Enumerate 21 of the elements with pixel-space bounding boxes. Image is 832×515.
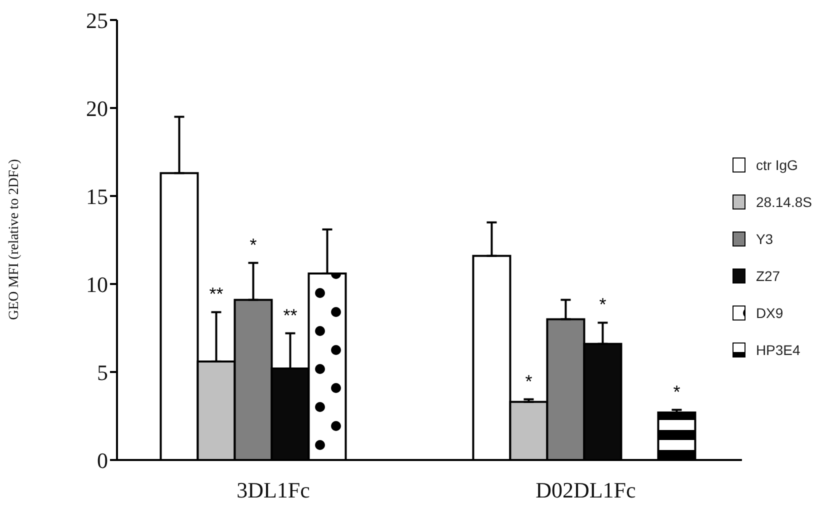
y-tick-label: 25 <box>86 8 108 33</box>
legend-label: HP3E4 <box>756 342 800 358</box>
y-tick-label: 5 <box>97 360 108 385</box>
y-tick-label: 15 <box>86 184 108 209</box>
data-label: * <box>525 371 532 392</box>
legend-label: ctr IgG <box>756 157 798 173</box>
y-tick-label: 0 <box>97 448 108 473</box>
legend-label: Z27 <box>756 268 780 284</box>
data-label: * <box>250 234 257 255</box>
data-label: ** <box>283 305 298 326</box>
data-label: ** <box>209 284 224 304</box>
legend-label: 28.14.8S <box>756 194 812 210</box>
data-label: * <box>599 294 606 315</box>
legend-label: Y3 <box>756 231 774 247</box>
x-tick-label: 3DL1Fc <box>236 478 310 503</box>
y-tick-label: 20 <box>86 96 108 121</box>
y-axis-title: GEO MFI (relative to 2DFc) <box>6 158 22 320</box>
y-tick-label: 10 <box>86 272 108 297</box>
x-tick-label: D02DL1Fc <box>536 478 636 503</box>
data-label: * <box>673 382 680 402</box>
legend-label: DX9 <box>756 305 784 321</box>
